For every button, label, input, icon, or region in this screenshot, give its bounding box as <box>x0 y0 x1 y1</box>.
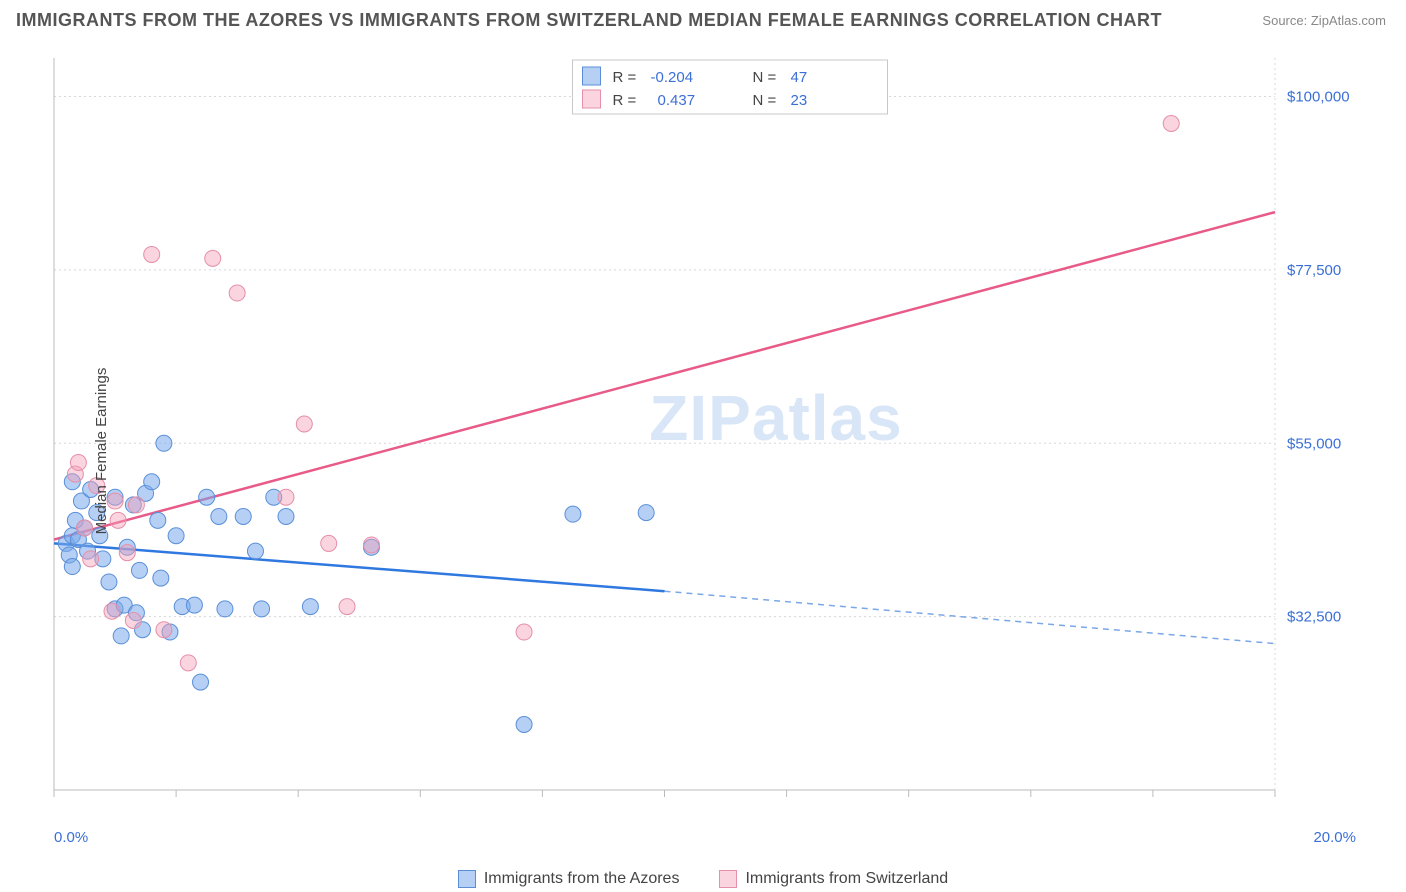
point-switzerland <box>104 603 120 619</box>
legend-swatch-pink <box>719 870 737 888</box>
point-azores <box>638 505 654 521</box>
stats-N-switzerland: 23 <box>791 92 808 109</box>
legend-label-azores: Immigrants from the Azores <box>484 870 680 888</box>
point-azores <box>302 599 318 615</box>
point-azores <box>199 489 215 505</box>
legend-label-switzerland: Immigrants from Switzerland <box>745 870 948 888</box>
point-switzerland <box>119 545 135 561</box>
stats-R-azores: -0.204 <box>651 69 694 86</box>
stats-swatch-blue <box>583 67 601 85</box>
point-azores <box>193 674 209 690</box>
point-switzerland <box>77 520 93 536</box>
point-switzerland <box>339 599 355 615</box>
source-label: Source: <box>1262 13 1307 28</box>
stats-N-label-2: N = <box>753 92 777 109</box>
chart-container: Median Female Earnings ZIPatlas$32,500$5… <box>50 50 1386 852</box>
point-switzerland <box>180 655 196 671</box>
point-azores <box>150 512 166 528</box>
point-azores <box>156 435 172 451</box>
point-switzerland <box>1163 115 1179 131</box>
legend-item-azores: Immigrants from the Azores <box>458 870 680 888</box>
legend-swatch-blue <box>458 870 476 888</box>
chart-header: IMMIGRANTS FROM THE AZORES VS IMMIGRANTS… <box>0 0 1406 36</box>
point-azores <box>254 601 270 617</box>
point-azores <box>186 597 202 613</box>
point-switzerland <box>70 455 86 471</box>
point-azores <box>168 528 184 544</box>
point-azores <box>278 508 294 524</box>
x-axis-max-label: 20.0% <box>1313 829 1356 846</box>
point-switzerland <box>110 512 126 528</box>
stats-R-label: R = <box>613 69 637 86</box>
y-tick-label: $32,500 <box>1287 609 1341 626</box>
point-azores <box>153 570 169 586</box>
point-azores <box>64 559 80 575</box>
chart-title: IMMIGRANTS FROM THE AZORES VS IMMIGRANTS… <box>16 10 1162 31</box>
stats-R-label-2: R = <box>613 92 637 109</box>
point-azores <box>144 474 160 490</box>
point-switzerland <box>229 285 245 301</box>
trendline-switzerland <box>54 212 1275 539</box>
x-axis-min-label: 0.0% <box>54 829 88 846</box>
point-switzerland <box>363 537 379 553</box>
scatter-chart: ZIPatlas$32,500$55,000$77,500$100,000R =… <box>50 50 1370 830</box>
point-switzerland <box>125 612 141 628</box>
point-switzerland <box>205 250 221 266</box>
point-azores <box>235 508 251 524</box>
point-azores <box>113 628 129 644</box>
point-switzerland <box>156 622 172 638</box>
y-tick-label: $55,000 <box>1287 435 1341 452</box>
point-switzerland <box>516 624 532 640</box>
y-tick-label: $100,000 <box>1287 89 1350 106</box>
stats-N-label: N = <box>753 69 777 86</box>
stats-R-switzerland: 0.437 <box>658 92 696 109</box>
stats-N-azores: 47 <box>791 69 808 86</box>
legend-item-switzerland: Immigrants from Switzerland <box>719 870 948 888</box>
point-azores <box>131 562 147 578</box>
trendline-azores-extrapolated <box>665 591 1276 643</box>
point-switzerland <box>83 551 99 567</box>
y-axis-label: Median Female Earnings <box>93 368 110 535</box>
y-tick-label: $77,500 <box>1287 262 1341 279</box>
source-link[interactable]: ZipAtlas.com <box>1311 13 1386 28</box>
point-azores <box>217 601 233 617</box>
point-switzerland <box>144 246 160 262</box>
point-azores <box>516 717 532 733</box>
point-switzerland <box>296 416 312 432</box>
point-azores <box>247 543 263 559</box>
point-switzerland <box>278 489 294 505</box>
source-attribution: Source: ZipAtlas.com <box>1262 13 1386 28</box>
point-azores <box>565 506 581 522</box>
bottom-legend: Immigrants from the Azores Immigrants fr… <box>0 870 1406 888</box>
stats-swatch-pink <box>583 90 601 108</box>
point-switzerland <box>321 535 337 551</box>
point-switzerland <box>128 497 144 513</box>
point-azores <box>101 574 117 590</box>
point-azores <box>211 508 227 524</box>
